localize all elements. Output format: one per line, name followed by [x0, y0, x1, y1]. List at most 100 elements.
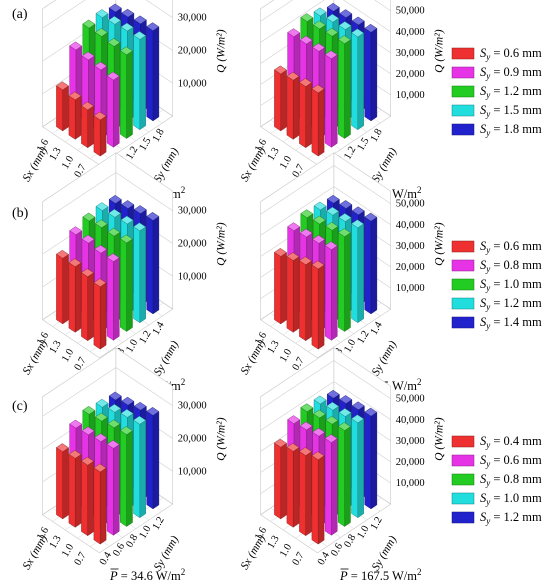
bar-side	[152, 26, 160, 122]
legend-symbol: S	[480, 315, 487, 329]
bar-front	[324, 245, 332, 341]
bar-top	[121, 200, 135, 209]
bar-side	[293, 447, 300, 528]
z-tick-label: 30,000	[178, 206, 207, 217]
bar-top	[326, 206, 340, 216]
bar-top	[287, 28, 301, 37]
bar	[286, 443, 300, 528]
bar-side	[62, 85, 69, 132]
bar-top	[286, 443, 300, 452]
bar-top	[94, 412, 108, 422]
bar	[286, 71, 300, 140]
bar	[324, 241, 338, 341]
chart-panel-5: 10,00020,00030,0000.71.01.31.60.40.60.81…	[12, 347, 228, 583]
legend-label: Sy = 1.8 mm	[480, 122, 542, 138]
bar-side	[113, 257, 120, 341]
sx-axis-title: Sx (mm)	[239, 145, 268, 184]
sx-tick-label: 1.0	[60, 542, 76, 559]
legend-swatch	[451, 104, 475, 117]
bar	[286, 252, 300, 333]
bar	[133, 415, 147, 519]
bar	[364, 212, 378, 315]
gridline	[42, 172, 173, 222]
bar-side	[99, 115, 107, 157]
bar	[93, 463, 107, 545]
bar-top	[287, 415, 301, 424]
bar-front	[106, 443, 114, 536]
bar-top	[325, 27, 339, 37]
bar-front	[93, 282, 101, 350]
bar-side	[74, 95, 82, 140]
gridline	[260, 165, 391, 215]
bar-front	[364, 216, 372, 315]
legend-sub: y	[485, 128, 490, 138]
bar-top	[339, 200, 353, 209]
bar-top	[68, 450, 82, 459]
z-tick-label: 20,000	[396, 69, 425, 80]
caption-sup: 2	[417, 377, 422, 387]
legend-sub: y	[485, 283, 490, 293]
bar-side	[87, 272, 94, 342]
legend-label: Sy = 0.6 mm	[480, 453, 542, 469]
bar-front	[364, 411, 372, 510]
bar-top	[93, 111, 107, 121]
legend-swatch	[451, 492, 475, 505]
bar	[133, 222, 147, 324]
gridline	[42, 367, 173, 417]
bar	[106, 253, 120, 341]
legend-sub: y	[485, 459, 490, 469]
bar-side	[99, 282, 107, 350]
legend-value: = 1.4 mm	[490, 315, 542, 329]
bar-front	[81, 460, 88, 537]
bar-top	[351, 206, 365, 216]
bar	[93, 278, 107, 350]
z-tick-label: 30,000	[396, 48, 425, 59]
bar	[299, 78, 312, 149]
bar-top	[337, 35, 351, 44]
bar-top	[313, 7, 327, 17]
caption-text: = 167.5 W/m	[348, 569, 418, 583]
bar	[133, 31, 147, 131]
sx-tick-label: 1.0	[278, 154, 294, 171]
bar	[106, 71, 120, 148]
bar-front	[324, 438, 332, 536]
legend-symbol: S	[480, 277, 487, 291]
bar-top	[95, 398, 109, 408]
sy-axis-title: Sy (mm)	[370, 534, 399, 573]
legend-swatch	[451, 259, 475, 272]
legend-sub: y	[485, 440, 490, 450]
bar-front	[133, 226, 141, 324]
bar-side	[74, 262, 82, 333]
legend-symbol: S	[480, 84, 487, 98]
bar-side	[139, 226, 146, 324]
sy-axis-title: Sy (mm)	[370, 339, 399, 378]
bar-top	[69, 41, 83, 51]
sy-axis-title: Sy (mm)	[152, 534, 181, 573]
bar-top	[326, 401, 340, 411]
bar-front	[146, 26, 154, 122]
bar-front	[81, 105, 88, 149]
bar-top	[56, 443, 69, 452]
bar-front	[120, 238, 127, 332]
bar-side	[87, 105, 94, 149]
caption: P = 34.6 W/m2	[109, 567, 185, 583]
bar-front	[274, 251, 281, 325]
bar-side	[357, 223, 364, 324]
bar-top	[299, 35, 313, 45]
bar	[337, 228, 351, 332]
legend-swatch	[451, 511, 475, 524]
bar-top	[300, 209, 314, 219]
bar-top	[133, 222, 147, 232]
bar-top	[351, 16, 365, 26]
bar	[311, 84, 325, 157]
bar-top	[68, 91, 82, 101]
bar-side	[370, 411, 378, 510]
bar-top	[312, 427, 326, 437]
bar-top	[324, 434, 338, 443]
bar	[68, 258, 82, 333]
bar	[56, 443, 69, 520]
bar-side	[99, 467, 107, 545]
legend-symbol: S	[480, 46, 487, 60]
legend-symbol: S	[480, 453, 487, 467]
bar-top	[364, 407, 378, 417]
